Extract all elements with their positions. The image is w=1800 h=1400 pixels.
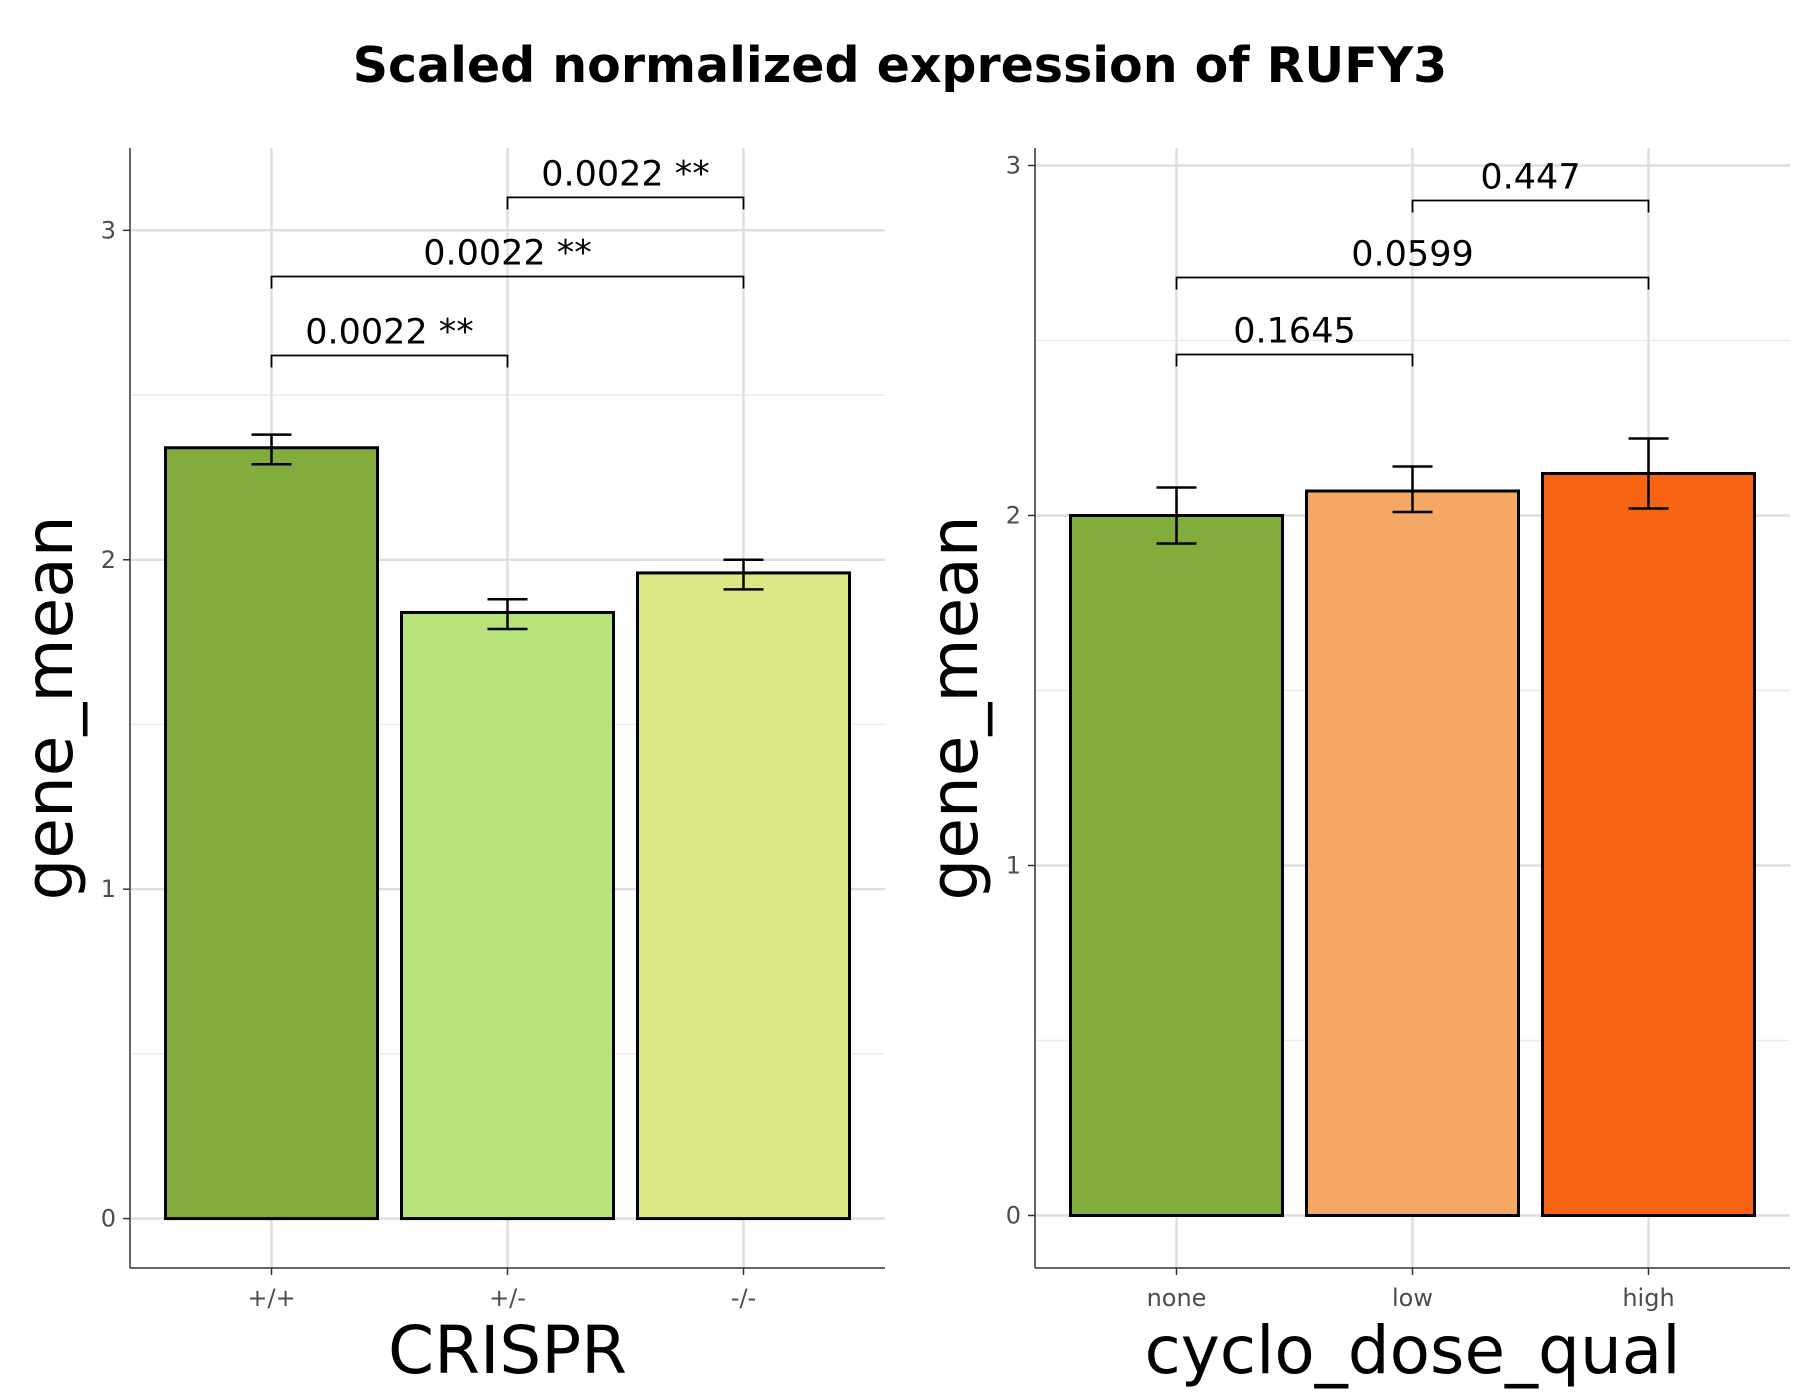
y-axis-title: gene_mean (916, 515, 993, 900)
error-bar (251, 433, 292, 466)
x-tick-label: low (1392, 1284, 1433, 1312)
y-tick-label: 2 (1006, 502, 1021, 530)
bar-+/+ (164, 446, 379, 1221)
error-bar (1156, 486, 1197, 545)
bar-high (1541, 472, 1756, 1217)
x-axis-title: cyclo_dose_qual (1144, 1312, 1680, 1389)
bar-low (1305, 489, 1520, 1217)
y-tick-label: 2 (101, 546, 116, 574)
y-tick-label: 0 (101, 1205, 116, 1233)
significance-label: 0.0022 ** (423, 233, 592, 273)
figure-title: Scaled normalized expression of RUFY3 (353, 37, 1448, 94)
y-tick-label: 0 (1006, 1202, 1021, 1230)
x-tick-label: none (1147, 1284, 1207, 1312)
y-tick-label: 1 (1006, 852, 1021, 880)
significance-label: 0.447 (1480, 158, 1580, 198)
y-tick-label: 3 (101, 216, 116, 244)
significance-bracket (506, 196, 745, 210)
y-tick-label: 3 (1006, 152, 1021, 180)
x-tick-label: -/- (731, 1284, 756, 1312)
bar--/- (636, 571, 851, 1221)
significance-bracket (270, 354, 509, 368)
error-bar (1392, 465, 1433, 514)
x-tick-label: +/+ (247, 1284, 295, 1312)
bar-+/- (400, 610, 615, 1221)
significance-bracket (1175, 353, 1414, 367)
significance-bracket (1411, 199, 1650, 213)
chart-panel-crispr: 0.0022 ** 0.0022 ** 0.0022 ** 0 1 2 3 +/+ +/- -/-… (11, 148, 885, 1389)
error-bar (723, 558, 764, 591)
x-tick-label: high (1622, 1284, 1674, 1312)
significance-bracket (270, 275, 745, 289)
error-bar (487, 598, 528, 631)
significance-label: 0.1645 (1233, 312, 1355, 352)
bar-none (1069, 514, 1284, 1217)
significance-label: 0.0022 ** (541, 154, 710, 194)
x-axis-title: CRISPR (388, 1312, 627, 1389)
significance-bracket (1175, 276, 1650, 290)
significance-label: 0.0022 ** (305, 313, 474, 353)
x-tick-label: +/- (489, 1284, 526, 1312)
y-tick-label: 1 (101, 875, 116, 903)
y-axis-title: gene_mean (11, 515, 88, 900)
error-bar (1628, 437, 1669, 510)
significance-label: 0.0599 (1351, 235, 1473, 275)
